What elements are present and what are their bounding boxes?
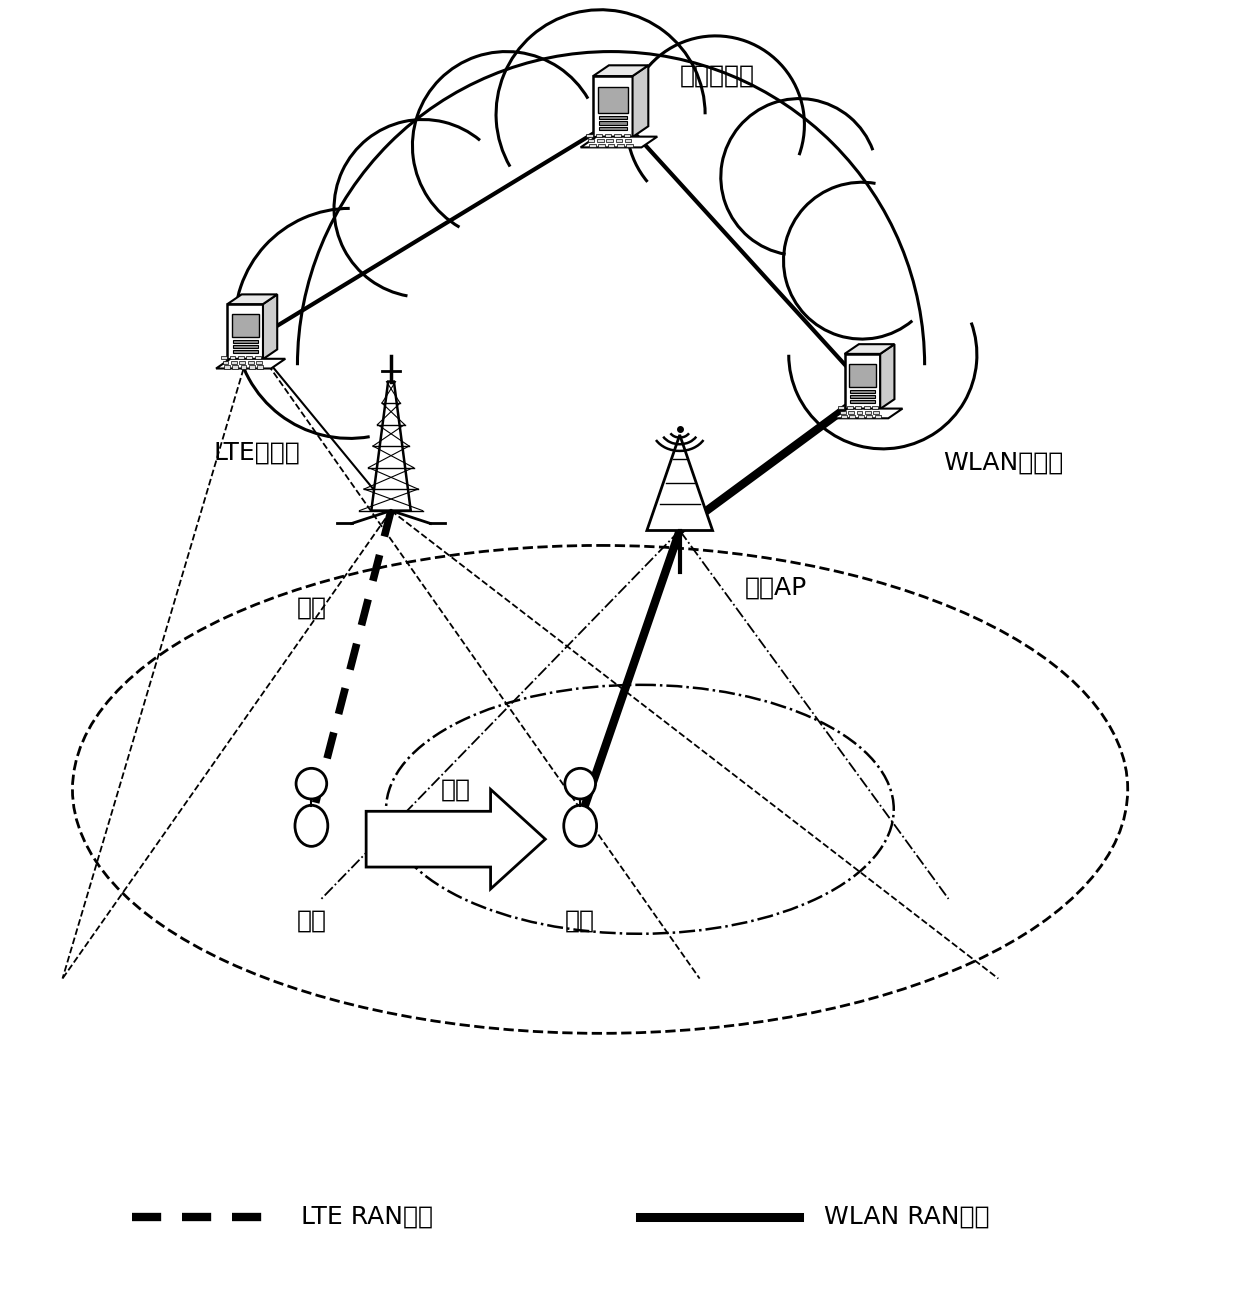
Bar	[873, 410, 879, 414]
Bar	[229, 356, 236, 360]
Bar	[222, 361, 228, 364]
Polygon shape	[647, 435, 713, 531]
Bar	[221, 356, 227, 360]
Bar	[232, 365, 238, 369]
Bar	[839, 410, 846, 414]
Bar	[616, 138, 622, 142]
FancyBboxPatch shape	[849, 364, 875, 387]
Bar	[233, 345, 258, 348]
Bar	[849, 389, 875, 392]
Bar	[606, 138, 613, 142]
Text: 移动: 移动	[440, 778, 471, 801]
Bar	[857, 410, 862, 414]
FancyBboxPatch shape	[593, 76, 632, 137]
Bar	[624, 133, 630, 137]
Bar	[238, 356, 244, 360]
Text: 虚拟AP: 虚拟AP	[744, 576, 807, 599]
Polygon shape	[632, 65, 649, 137]
Polygon shape	[844, 344, 894, 353]
Text: 用户: 用户	[565, 908, 595, 933]
Text: LTE RAN切片: LTE RAN切片	[301, 1205, 434, 1228]
Bar	[587, 133, 593, 137]
Bar	[224, 365, 229, 369]
FancyBboxPatch shape	[227, 304, 263, 360]
Bar	[233, 340, 258, 343]
Bar	[849, 415, 856, 418]
Bar	[599, 144, 605, 148]
Bar	[626, 144, 632, 148]
Polygon shape	[833, 409, 903, 418]
Polygon shape	[580, 137, 657, 148]
Bar	[858, 415, 864, 418]
Bar	[872, 406, 878, 409]
Bar	[866, 410, 870, 414]
Polygon shape	[216, 358, 285, 369]
Bar	[599, 122, 626, 124]
Bar	[248, 361, 254, 364]
Bar	[614, 133, 621, 137]
Bar	[874, 415, 880, 418]
Text: 基站: 基站	[296, 595, 326, 620]
Polygon shape	[371, 382, 410, 511]
Polygon shape	[263, 295, 278, 360]
Ellipse shape	[250, 104, 930, 418]
Ellipse shape	[564, 805, 596, 846]
Bar	[255, 356, 260, 360]
Bar	[588, 138, 594, 142]
Bar	[847, 406, 853, 409]
Bar	[239, 361, 246, 364]
Polygon shape	[880, 344, 894, 409]
FancyBboxPatch shape	[232, 314, 259, 338]
Bar	[605, 133, 611, 137]
Bar	[258, 365, 263, 369]
Bar	[608, 144, 614, 148]
Circle shape	[565, 769, 595, 798]
Bar	[618, 144, 624, 148]
Ellipse shape	[295, 805, 327, 846]
Bar	[864, 406, 869, 409]
Bar	[233, 351, 258, 353]
FancyBboxPatch shape	[598, 87, 627, 113]
Bar	[867, 415, 872, 418]
Bar	[848, 410, 854, 414]
Text: WLAN控制器: WLAN控制器	[944, 450, 1064, 475]
Bar	[595, 133, 603, 137]
Text: WLAN RAN切片: WLAN RAN切片	[825, 1205, 990, 1228]
Bar	[625, 138, 631, 142]
Text: 中心控制器: 中心控制器	[680, 63, 755, 88]
Polygon shape	[593, 65, 649, 76]
Bar	[856, 406, 861, 409]
Bar	[849, 400, 875, 402]
Text: LTE控制器: LTE控制器	[213, 441, 300, 465]
Text: 用户: 用户	[296, 908, 326, 933]
Bar	[599, 115, 626, 119]
Circle shape	[296, 769, 326, 798]
Bar	[598, 138, 604, 142]
FancyBboxPatch shape	[844, 353, 880, 409]
Bar	[257, 361, 262, 364]
Bar	[231, 361, 237, 364]
Polygon shape	[366, 789, 546, 889]
Bar	[849, 395, 875, 397]
Polygon shape	[227, 295, 278, 304]
Bar	[249, 365, 255, 369]
Bar	[841, 415, 847, 418]
Bar	[599, 127, 626, 131]
Bar	[838, 406, 844, 409]
Bar	[589, 144, 595, 148]
Bar	[241, 365, 247, 369]
Bar	[247, 356, 252, 360]
